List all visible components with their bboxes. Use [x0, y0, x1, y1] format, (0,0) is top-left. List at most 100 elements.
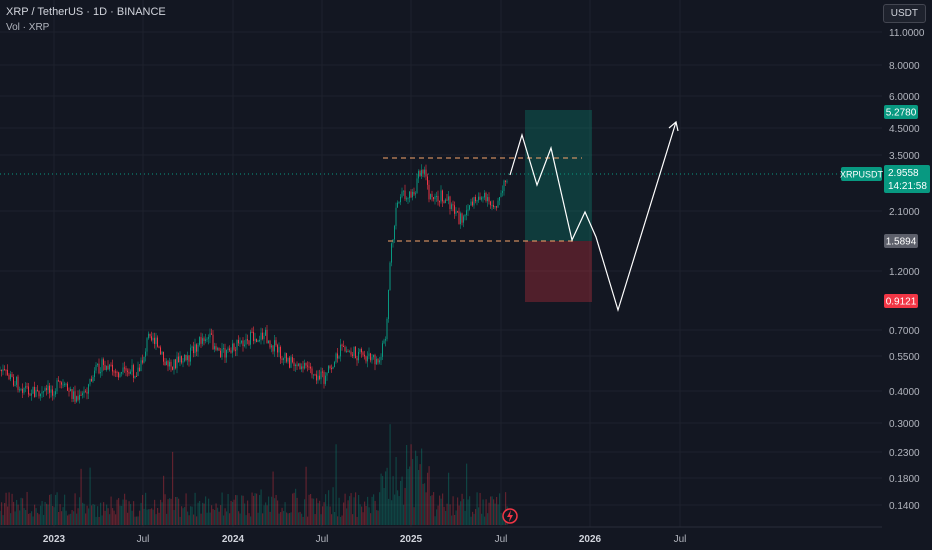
volume-bar: [212, 509, 214, 525]
volume-bar: [430, 496, 432, 525]
volume-legend[interactable]: Vol · XRP: [6, 22, 50, 33]
stop-price-text: 0.9121: [886, 297, 917, 308]
candle-body: [256, 338, 257, 343]
candle-body: [146, 338, 148, 352]
candle-body: [202, 338, 203, 344]
volume-bar: [370, 513, 372, 525]
candle-body: [268, 340, 269, 344]
time-axis: 2023 Jul 2024 Jul 2025 Jul 2026 Jul: [43, 534, 687, 545]
candle-body: [131, 365, 133, 372]
volume-bar: [421, 448, 423, 525]
volume-bar: [80, 468, 82, 525]
stop-zone[interactable]: [525, 241, 592, 302]
candle-body: [230, 350, 232, 353]
price-tick-label: 0.2300: [889, 448, 920, 459]
candle-body: [14, 384, 16, 386]
volume-bar: [137, 516, 139, 525]
volume-bar: [181, 506, 183, 525]
candle-body: [113, 371, 115, 373]
candle-body: [500, 192, 502, 197]
volume-bar: [347, 500, 349, 525]
volume-bar: [121, 505, 123, 525]
candle-body: [316, 374, 317, 381]
candle-body: [100, 372, 101, 374]
volume-bar: [502, 515, 504, 525]
volume-bar: [100, 502, 102, 525]
candle-body: [490, 201, 491, 206]
candle-body: [434, 196, 436, 200]
volume-bar: [296, 497, 298, 525]
volume-bar: [377, 510, 379, 525]
candle-body: [433, 197, 434, 200]
volume-bar: [229, 513, 231, 525]
candle-body: [370, 353, 371, 361]
candle-body: [464, 215, 466, 217]
target-zone[interactable]: [525, 110, 592, 241]
volume-bar: [247, 500, 249, 525]
time-tick-label: Jul: [316, 534, 329, 545]
candle-body: [73, 391, 74, 399]
volume-bar: [220, 505, 222, 525]
volume-bar: [88, 508, 90, 525]
volume-bar: [244, 503, 246, 525]
volume-bar: [185, 493, 187, 525]
volume-bar: [184, 507, 186, 525]
candle-body: [263, 335, 265, 340]
volume-bar: [146, 509, 148, 525]
candle-body: [445, 199, 446, 203]
candle-body: [94, 370, 95, 378]
candle-body: [173, 359, 175, 370]
volume-bar: [7, 506, 9, 525]
volume-bar: [436, 509, 438, 525]
volume-bar: [112, 508, 114, 525]
candle-body: [424, 169, 425, 174]
currency-button[interactable]: USDT: [882, 4, 926, 23]
volume-bar: [118, 498, 120, 525]
volume-bar: [29, 513, 31, 525]
volume-bar: [22, 498, 24, 525]
candle-body: [22, 388, 23, 393]
volume-bar: [490, 496, 492, 525]
candle-body: [361, 348, 362, 353]
projection-path[interactable]: [509, 121, 677, 313]
candle-body: [412, 191, 413, 198]
candle-body: [188, 355, 190, 362]
candle-body: [353, 346, 355, 356]
volume-bar: [280, 512, 282, 525]
candle-body: [106, 365, 107, 371]
volume-bar: [284, 502, 286, 525]
volume-bar: [115, 514, 117, 525]
price-tick-label: 2.1000: [889, 207, 920, 218]
candle-body: [373, 355, 374, 358]
lightning-alert-icon[interactable]: [502, 508, 518, 524]
candle-body: [496, 206, 497, 208]
volume-bar: [308, 494, 310, 525]
volume-bar: [134, 516, 136, 525]
volume-bar: [356, 516, 358, 525]
current-price-label: XRPUSDT 2.9558 14:21:58: [840, 165, 930, 193]
volume-bar: [268, 496, 270, 525]
volume-bar: [4, 502, 6, 525]
volume-bar: [368, 507, 370, 525]
candle-body: [286, 353, 287, 362]
volume-bars: [0, 424, 508, 525]
candle-body: [280, 347, 281, 359]
volume-bar: [460, 501, 462, 525]
volume-bar: [355, 492, 357, 525]
volume-bar: [437, 505, 439, 525]
volume-bar: [41, 501, 43, 525]
candle-body: [0, 369, 1, 371]
volume-bar: [203, 503, 205, 525]
volume-bar: [290, 512, 292, 525]
symbol-title[interactable]: XRP / TetherUS · 1D · BINANCE: [6, 6, 166, 18]
volume-bar: [463, 498, 465, 525]
candle-body: [391, 243, 392, 263]
volume-bar: [73, 511, 75, 525]
candle-body: [209, 333, 211, 338]
volume-bar: [397, 490, 399, 525]
volume-bar: [10, 513, 12, 525]
target-price-text: 5.2780: [886, 108, 917, 119]
candle-body: [5, 369, 7, 371]
volume-bar: [326, 506, 328, 525]
